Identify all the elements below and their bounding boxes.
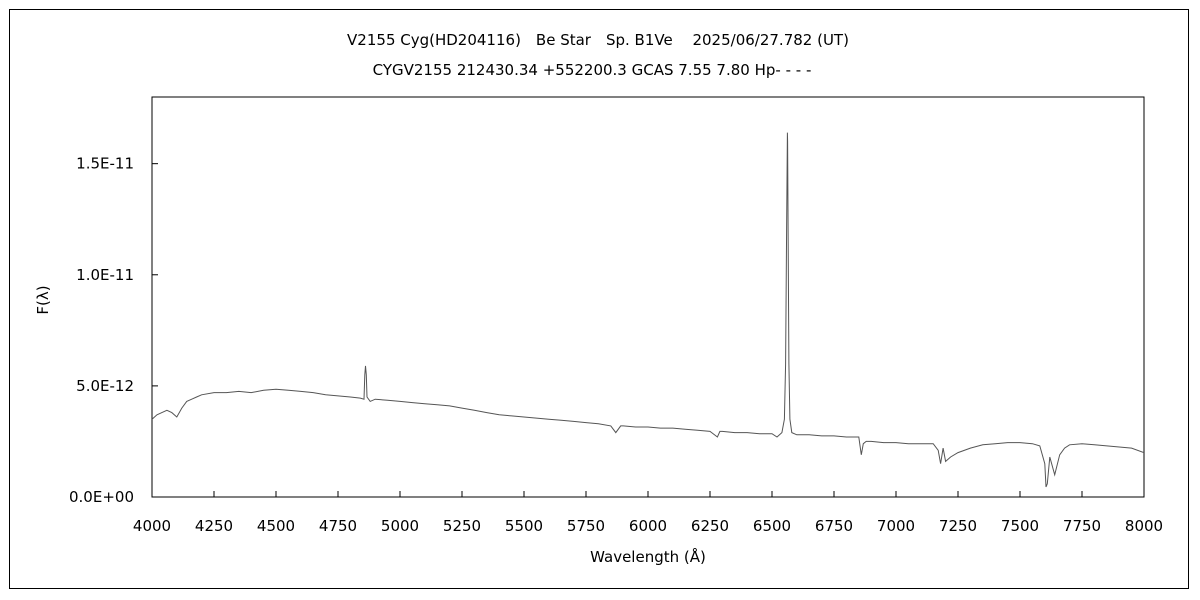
x-tick-label: 4750: [319, 517, 357, 535]
x-tick-label: 5000: [381, 517, 419, 535]
chart-subtitle: CYGV2155 212430.34 +552200.3 GCAS 7.55 7…: [373, 61, 812, 79]
x-tick-label: 7000: [877, 517, 915, 535]
x-tick-label: 6000: [629, 517, 667, 535]
x-tick-label: 6500: [753, 517, 791, 535]
x-tick-label: 5250: [443, 517, 481, 535]
chart-title: V2155 Cyg(HD204116) Be Star Sp. B1Ve 202…: [347, 31, 849, 49]
x-tick-label: 7500: [1001, 517, 1039, 535]
x-tick-label: 6750: [815, 517, 853, 535]
x-tick-label: 8000: [1125, 517, 1163, 535]
x-tick-label: 4500: [257, 517, 295, 535]
plot-area: [151, 96, 1145, 498]
x-tick-label: 7250: [939, 517, 977, 535]
y-tick-label: 0.0E+00: [69, 488, 134, 506]
x-tick-label: 4000: [133, 517, 171, 535]
y-tick-label: 1.5E-11: [76, 155, 134, 173]
spectrum-line: [151, 132, 1145, 488]
x-tick-label: 5500: [505, 517, 543, 535]
y-tick-label: 1.0E-11: [76, 266, 134, 284]
x-tick-label: 6250: [691, 517, 729, 535]
x-tick-label: 5750: [567, 517, 605, 535]
x-tick-label: 4250: [195, 517, 233, 535]
y-axis-label: F(λ): [34, 285, 52, 314]
x-tick-label: 7750: [1063, 517, 1101, 535]
x-axis-label: Wavelength (Å): [590, 547, 706, 566]
chart-frame: [9, 9, 1189, 589]
axis-ticks: 4000 4250 4500 4750 5000 5250 5500 5750 6000 6250…: [69, 155, 1163, 535]
y-tick-label: 5.0E-12: [76, 377, 134, 395]
